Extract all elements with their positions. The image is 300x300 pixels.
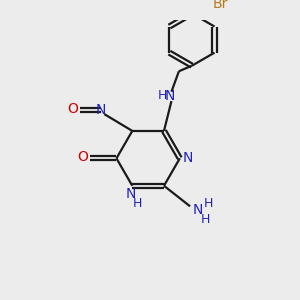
- Text: N: N: [164, 88, 175, 103]
- Text: Br: Br: [212, 0, 228, 11]
- Text: N: N: [183, 152, 194, 165]
- Text: H: H: [158, 89, 167, 102]
- Text: N: N: [125, 187, 136, 201]
- Text: N: N: [95, 103, 106, 117]
- Text: H: H: [201, 213, 211, 226]
- Text: O: O: [77, 150, 88, 164]
- Text: H: H: [132, 197, 142, 210]
- Text: N: N: [192, 203, 203, 217]
- Text: H: H: [204, 197, 213, 210]
- Text: O: O: [67, 103, 78, 116]
